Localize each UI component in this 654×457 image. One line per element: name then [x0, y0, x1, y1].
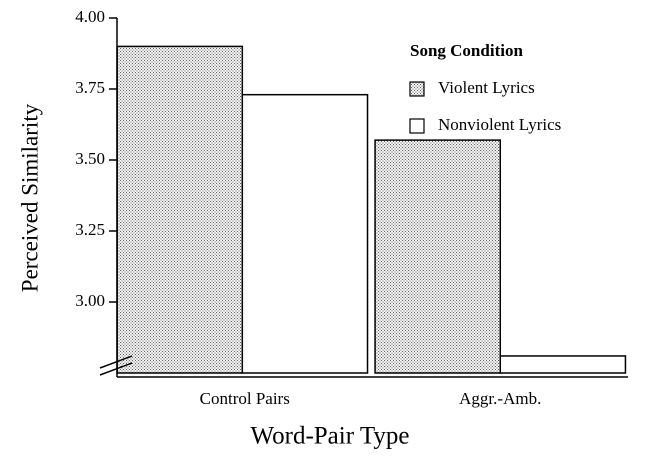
bar — [374, 139, 501, 374]
legend-label: Nonviolent Lyrics — [438, 115, 561, 134]
y-tick-label: 3.75 — [75, 78, 105, 97]
legend-title: Song Condition — [410, 41, 523, 60]
x-tick-label: Control Pairs — [200, 389, 290, 408]
bar — [499, 355, 627, 374]
y-tick-label: 3.50 — [75, 149, 105, 168]
y-tick-label: 3.00 — [75, 291, 105, 310]
bar — [116, 45, 244, 374]
x-tick-label: Aggr.-Amb. — [459, 389, 541, 408]
legend-label: Violent Lyrics — [438, 78, 535, 97]
x-axis-label: Word-Pair Type — [251, 423, 410, 450]
legend-swatch — [409, 81, 425, 97]
axis-break — [99, 355, 133, 369]
y-tick-label: 4.00 — [75, 7, 105, 26]
legend-swatch — [409, 118, 425, 134]
bar — [241, 93, 369, 374]
y-axis-label: Perceived Similarity — [17, 103, 42, 292]
y-tick-label: 3.25 — [75, 220, 105, 239]
axis-break — [99, 362, 133, 376]
